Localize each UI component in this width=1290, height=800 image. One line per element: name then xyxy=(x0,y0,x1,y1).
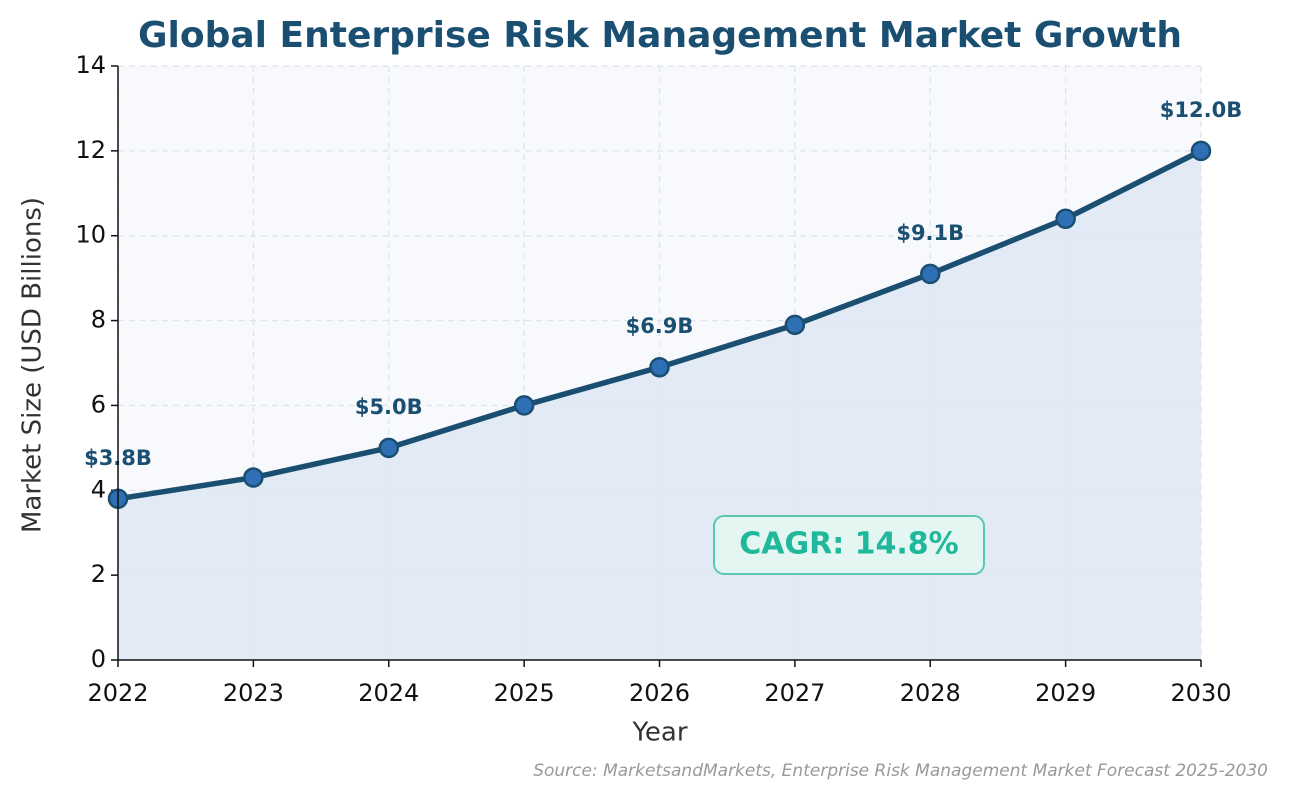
x-tick-label: 2029 xyxy=(1035,679,1096,707)
x-tick-label: 2028 xyxy=(900,679,961,707)
y-tick-label: 0 xyxy=(91,645,106,673)
x-tick-label: 2023 xyxy=(223,679,284,707)
x-tick-label: 2030 xyxy=(1170,679,1231,707)
chart-title: Global Enterprise Risk Management Market… xyxy=(138,15,1182,56)
annotation: CAGR: 14.8% xyxy=(739,527,958,562)
value-label: $12.0B xyxy=(1160,98,1242,122)
x-axis-label: Year xyxy=(631,718,687,748)
annotation-box xyxy=(713,515,985,575)
marker xyxy=(920,263,941,285)
x-tick-label: 2024 xyxy=(358,679,419,707)
y-tick-label: 12 xyxy=(75,136,106,164)
y-tick-label: 10 xyxy=(75,221,106,249)
marker xyxy=(1055,208,1076,229)
marker xyxy=(378,437,399,459)
y-tick-label: 4 xyxy=(91,475,106,503)
marker xyxy=(513,395,535,416)
x-tick-label: 2022 xyxy=(87,679,148,707)
marker xyxy=(649,356,670,378)
y-tick-label: 6 xyxy=(91,390,106,418)
value-label: $5.0B xyxy=(355,395,423,419)
marker xyxy=(784,314,806,336)
y-tick-label: 2 xyxy=(91,560,106,588)
x-tick-label: 2027 xyxy=(764,679,825,707)
value-label: $6.9B xyxy=(626,314,694,338)
x-tick-label: 2025 xyxy=(494,679,555,707)
source-note: Source: MarketsandMarkets, Enterprise Ri… xyxy=(533,761,1268,781)
value-label: $9.1B xyxy=(896,221,964,245)
y-tick-label: 14 xyxy=(75,51,106,79)
y-tick-label: 8 xyxy=(91,306,106,334)
y-axis-label: Market Size (USD Billions) xyxy=(18,197,48,533)
x-tick-label: 2026 xyxy=(629,679,690,707)
marker xyxy=(243,467,264,488)
marker xyxy=(1190,140,1212,162)
